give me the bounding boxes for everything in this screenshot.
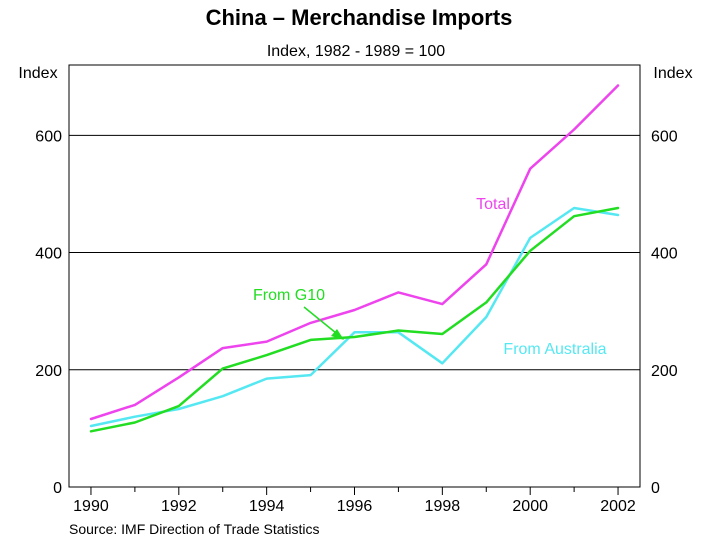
y-tick-label-left: 200: [35, 363, 62, 380]
plot-frame: [68, 64, 641, 488]
series-lines: [89, 84, 620, 433]
series-label-g10: From G10: [253, 287, 325, 304]
series-line-g10: [89, 206, 620, 433]
g10-pointer-arrow-line: [303, 306, 337, 334]
x-tick-label: 2000: [512, 498, 548, 515]
source-note: Source: IMF Direction of Trade Statistic…: [69, 521, 320, 537]
gridlines: [69, 134, 640, 371]
x-tick-label: 1990: [73, 498, 109, 515]
x-tick-label: 1996: [337, 498, 373, 515]
left-axis-unit: Index: [18, 65, 57, 82]
y-tick-label-right: 200: [651, 363, 678, 380]
chart-subtitle: Index, 1982 - 1989 = 100: [267, 43, 445, 60]
y-tick-label-left: 0: [53, 480, 62, 497]
x-tick-label: 2002: [600, 498, 636, 515]
x-tick-label: 1994: [249, 498, 285, 515]
series-label-australia: From Australia: [503, 341, 606, 358]
axis-ticks: [90, 487, 619, 495]
annotations: Total From G10 From Australia: [253, 196, 607, 358]
x-tick-label: 1998: [425, 498, 461, 515]
y-tick-label-right: 0: [651, 480, 660, 497]
y-tick-label-left: 600: [35, 128, 62, 145]
axis-tick-labels: 0 0 200 200 400 400 600 600 1990 1992 1994 1996 1998…: [35, 128, 678, 515]
series-label-total: Total: [476, 196, 510, 213]
series-line-australia: [89, 206, 620, 428]
y-tick-label-right: 400: [651, 246, 678, 263]
chart-title: China – Merchandise Imports: [206, 5, 513, 30]
x-tick-label: 1992: [161, 498, 197, 515]
y-tick-label-left: 400: [35, 246, 62, 263]
series-line-total: [89, 84, 620, 421]
right-axis-unit: Index: [653, 65, 692, 82]
y-tick-label-right: 600: [651, 128, 678, 145]
g10-pointer-arrow-head: [331, 329, 344, 340]
